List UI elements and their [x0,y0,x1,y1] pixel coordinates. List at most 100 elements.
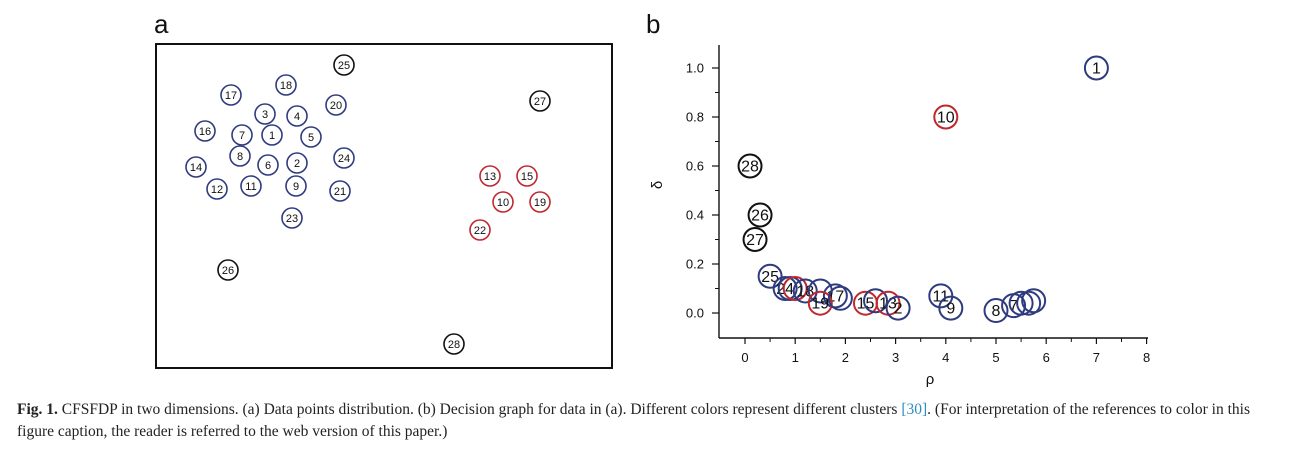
decision-graph-point [782,276,808,301]
decision-graph-marker [885,295,911,321]
decision-graph-point [863,288,889,314]
scatter-point: 20 [325,94,347,116]
decision-graph-point [827,285,853,311]
decision-graph-point [1021,288,1047,314]
scatter-point-marker [261,124,283,146]
decision-graph-point-label: 11 [932,288,949,305]
scatter-point: 11 [240,175,262,197]
scatter-point: 14 [185,156,207,178]
decision-graph-point-label: 10 [937,110,955,127]
scatter-point-marker [325,94,347,116]
scatter-point: 9 [285,175,307,197]
y-tick-label: 0.0 [686,306,704,321]
decision-graph-marker [822,283,848,309]
decision-graph-point-label: 26 [751,208,769,225]
decision-graph-point: 9 [938,295,964,321]
decision-graph-marker [1016,290,1042,316]
decision-graph-marker [863,288,889,314]
decision-graph-point: 10 [933,104,959,130]
x-tick-label: 1 [792,350,799,365]
scatter-point: 25 [333,54,355,76]
scatter-point: 26 [217,259,239,281]
scatter-point-marker [443,333,465,355]
scatter-point: 15 [516,165,538,187]
decision-graph-marker [792,278,818,304]
decision-graph-marker [807,290,833,316]
panel-label-a: a [154,9,169,39]
decision-graph-point: 25 [757,263,783,289]
decision-graph-point: 27 [742,227,768,252]
x-tick-label: 2 [842,350,849,365]
scatter-point: 4 [286,105,308,127]
decision-graph-marker [933,104,959,130]
scatter-point-label: 23 [286,213,298,225]
decision-graph-marker [747,202,773,228]
scatter-point-marker [286,105,308,127]
caption-text: CFSFDP in two dimensions. (a) Data point… [57,401,902,418]
x-tick-label: 8 [1143,350,1150,365]
decision-graph-marker [1083,55,1109,81]
y-tick-label: 0.2 [686,257,704,272]
x-tick-label: 6 [1043,350,1050,365]
scatter-point-marker [254,103,276,125]
scatter-point-label: 3 [262,109,268,121]
scatter-point: 17 [220,84,242,106]
decision-graph-point: 28 [737,153,763,179]
decision-graph-point [1016,290,1042,316]
scatter-point: 18 [275,74,297,96]
scatter-point-marker [275,74,297,96]
scatter-point: 8 [229,145,251,167]
decision-graph-marker [772,276,798,301]
panel-a-frame [155,43,613,369]
scatter-point-label: 9 [293,181,299,193]
decision-graph-marker [1021,288,1047,314]
scatter-point-label: 8 [237,151,243,163]
caption-reference-link[interactable]: [30] [901,401,928,418]
scatter-point-marker [529,90,551,112]
decision-graph-point-label: 2 [894,301,903,318]
scatter-point-label: 6 [265,160,271,172]
decision-graph-point-label: 1 [1092,61,1101,78]
decision-graph-point-label: 25 [761,269,779,286]
scatter-point-marker [194,120,216,142]
scatter-point-label: 14 [190,162,202,174]
caption-text-end: . (For interpretation of the references … [17,401,1250,440]
decision-graph-point-label: 27 [746,232,764,249]
scatter-point-label: 4 [294,111,300,123]
scatter-point-label: 21 [334,186,346,198]
decision-graph-point-label: 8 [992,303,1001,320]
y-tick-label: 0.8 [686,110,704,125]
decision-graph-point [1008,290,1034,316]
decision-graph-marker [737,153,763,179]
decision-graph-marker [757,263,783,289]
decision-graph-marker [782,276,808,301]
scatter-point: 13 [479,165,501,187]
scatter-point-marker [257,154,279,176]
scatter-point: 5 [300,126,322,148]
scatter-point-label: 7 [239,130,245,142]
scatter-point-label: 16 [199,126,211,138]
scatter-point-marker [516,165,538,187]
scatter-point: 23 [281,207,303,229]
decision-graph-point: 2 [885,295,911,321]
scatter-point-marker [285,175,307,197]
decision-graph-point: 8 [983,298,1009,324]
scatter-point-label: 15 [521,171,533,183]
scatter-point: 2 [286,152,308,174]
scatter-point-marker [333,54,355,76]
scatter-point: 21 [329,180,351,202]
scatter-point-marker [206,178,228,200]
scatter-point-marker [492,191,514,213]
scatter-point-marker [231,124,253,146]
panel-b-decision-graph: 0.00.20.40.60.81.00 1 2 3 4 5 6 7 8ρδ11028262725… [649,45,1150,388]
decision-graph-point [777,276,803,301]
scatter-point-marker [333,147,355,169]
y-tick-label: 0.6 [686,159,704,174]
scatter-point-label: 22 [474,225,486,237]
scatter-point-marker [286,152,308,174]
scatter-point: 1 [261,124,283,146]
y-axis-label: δ [649,181,666,189]
x-tick-label: 7 [1093,350,1100,365]
